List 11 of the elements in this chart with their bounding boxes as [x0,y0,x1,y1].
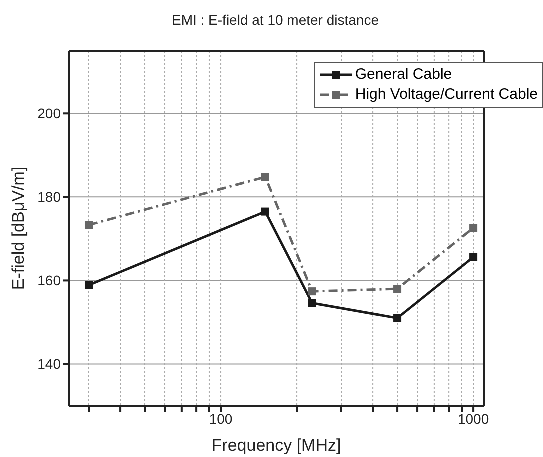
y-tick-label: 180 [38,189,62,206]
y-tick-label: 140 [38,356,62,372]
x-tick-label: 100 [209,410,233,427]
x-axis-title: Frequency [MHz] [212,436,342,455]
y-tick-label: 160 [38,272,62,289]
legend-label: High Voltage/Current Cable [355,85,538,105]
chart-title: EMI : E-field at 10 meter distance [171,12,380,28]
legend-label: General Cable [355,65,452,85]
y-tick-label: 200 [38,106,62,122]
x-tick-label: 1000 [458,410,490,427]
y-axis-title: E-field [dBμV/m] [9,166,28,290]
